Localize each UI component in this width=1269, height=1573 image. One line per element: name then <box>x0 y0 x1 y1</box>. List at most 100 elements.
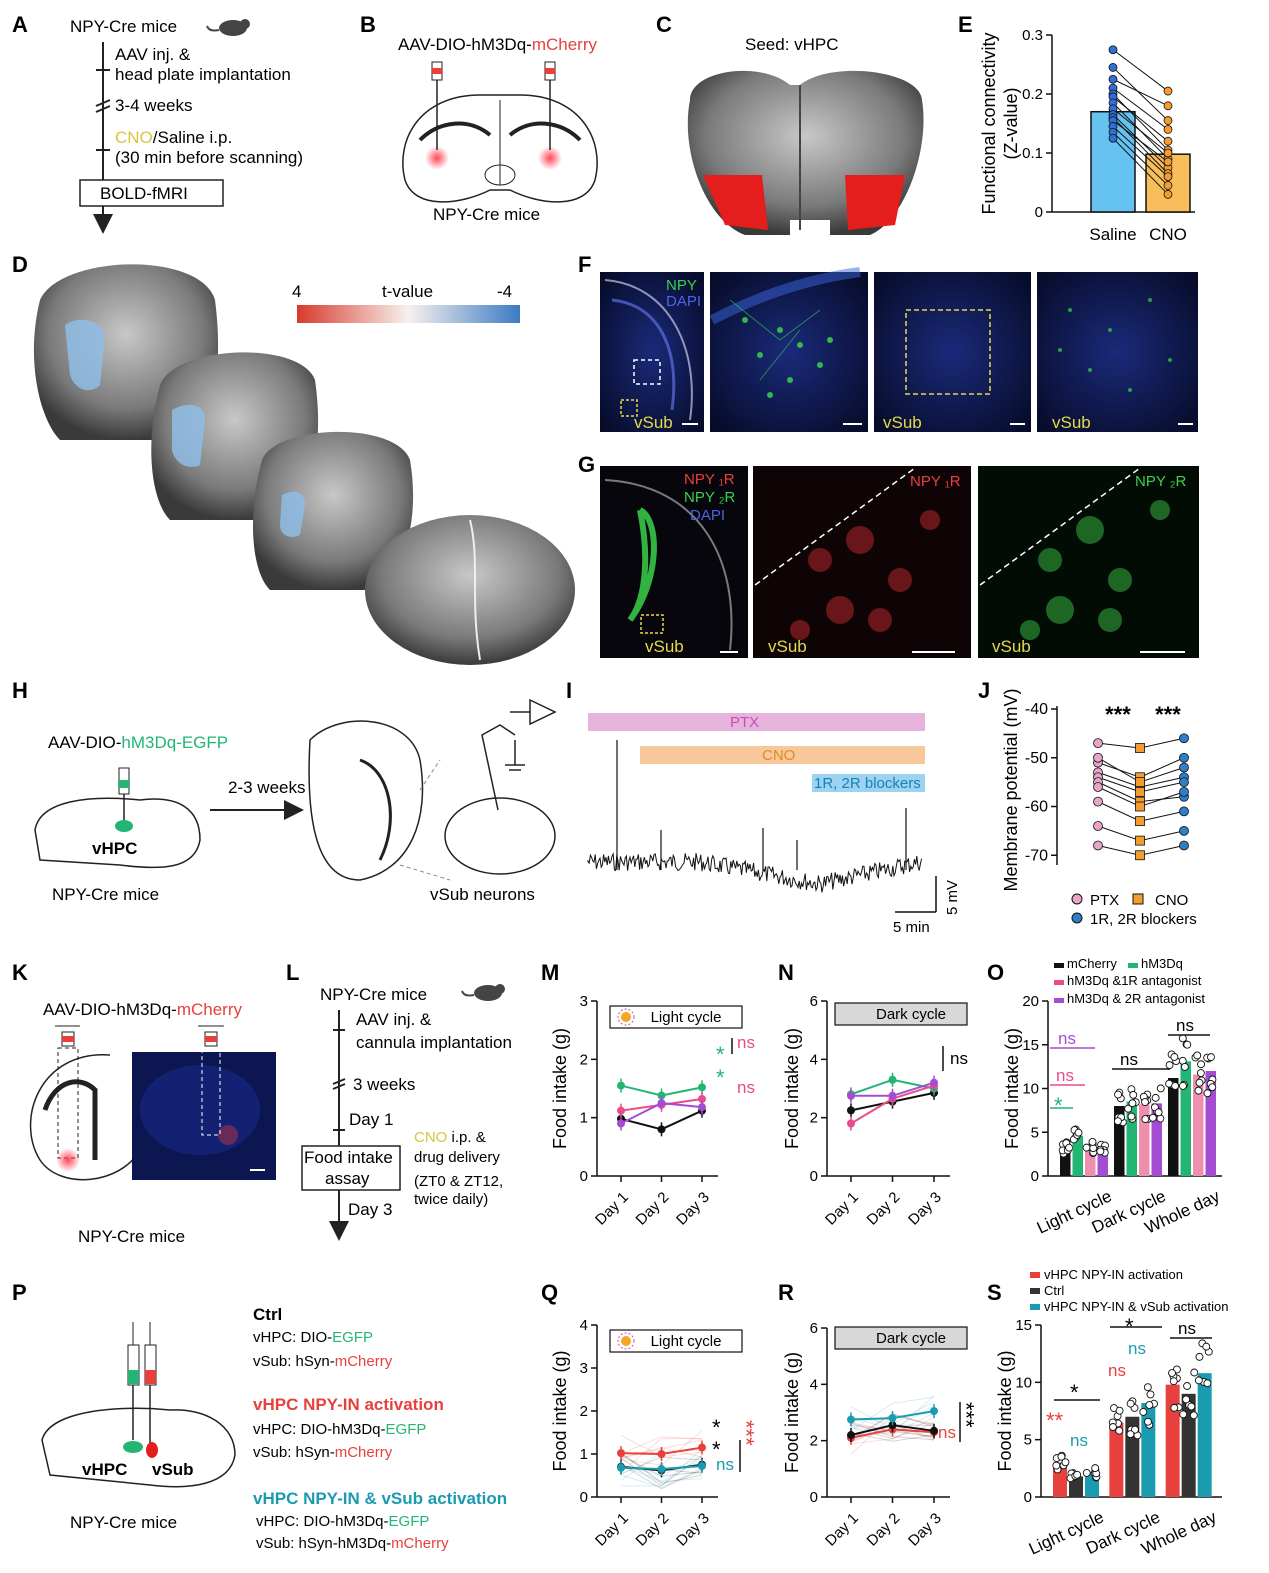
both-title: vHPC NPY-IN & vSub activation <box>253 1489 507 1508</box>
ptx-point <box>1093 738 1103 749</box>
scale-mv: 5 mV <box>944 880 961 915</box>
y-tick-label: 0.2 <box>1022 86 1043 103</box>
panel-letter-a: A <box>12 12 28 37</box>
weeks-label-h: 2-3 weeks <box>228 778 305 797</box>
cno-point <box>1135 777 1145 788</box>
panel-g: G NPY ₁R NPY ₂R DAPI vSub NPY ₁R vSub NP… <box>578 452 1199 658</box>
brain-rendering-c <box>687 70 924 235</box>
series-point <box>657 1099 666 1108</box>
x-tick-label: Day 3 <box>673 1189 713 1229</box>
micrograph-f4 <box>1037 272 1198 432</box>
x-tick-label: Day 3 <box>905 1510 945 1550</box>
panel-b: B AAV-DIO-hM3Dq-mCherry NPY-Cre mice <box>360 12 598 224</box>
scale-max: 4 <box>292 282 301 301</box>
cno-point <box>1135 835 1145 846</box>
x-tick-label: Day 1 <box>822 1510 862 1550</box>
data-point <box>1074 1128 1083 1137</box>
x-tick-label: Day 1 <box>822 1189 862 1229</box>
sig-label: ns <box>1070 1431 1088 1450</box>
individual-line <box>850 1417 935 1445</box>
bar <box>1141 1402 1156 1497</box>
data-point <box>1182 1395 1191 1404</box>
individual-line <box>620 1448 703 1487</box>
y-tick-label: 0 <box>1031 1168 1039 1185</box>
pair-line <box>1112 108 1169 154</box>
sig-label: * <box>1070 1380 1079 1405</box>
title-box <box>834 1326 968 1350</box>
series-point <box>698 1462 706 1471</box>
micrograph-f2 <box>710 272 868 432</box>
panel-letter-s: S <box>987 1280 1002 1305</box>
blocker-point <box>1179 777 1189 788</box>
sig-label: ns <box>1120 1050 1138 1069</box>
data-point <box>1127 1112 1136 1121</box>
series-point <box>698 1443 706 1452</box>
panel-letter-j: J <box>978 678 990 703</box>
y-tick-label: 0.3 <box>1022 27 1043 44</box>
cno-point <box>1135 816 1145 827</box>
legend-label: vHPC NPY-IN activation <box>1044 1267 1183 1282</box>
y-tick-label: 10 <box>1022 1081 1039 1098</box>
panel-q: Q 0 1 2 3 4 Food intake (g) Day 1 Day 2 Day 3 Lig… <box>541 1280 759 1550</box>
weeks-l: 3 weeks <box>353 1075 415 1094</box>
y-axis-label: Food intake (g) <box>1002 1028 1022 1149</box>
data-point <box>1073 1470 1082 1479</box>
ctrl-line2: vSub: hSyn-mCherry <box>253 1353 393 1370</box>
vsub-label-g2: vSub <box>768 637 807 656</box>
data-point <box>1194 1376 1203 1385</box>
pair-line <box>1112 126 1169 177</box>
y-tick-label: 2 <box>580 1051 588 1068</box>
sig-label: *** <box>734 1420 759 1446</box>
mice-label-b: NPY-Cre mice <box>433 205 540 224</box>
individual-line <box>620 1465 703 1482</box>
sig-label: ** <box>1046 1408 1064 1433</box>
legend-label: 1R, 2R blockers <box>1090 911 1197 928</box>
pair-line <box>1112 78 1169 107</box>
data-point <box>1195 1078 1204 1087</box>
data-point <box>1187 1402 1196 1411</box>
series-point <box>847 1091 855 1100</box>
legend-swatch <box>1054 998 1064 1003</box>
cno-point <box>1163 148 1173 158</box>
panel-letter-b: B <box>360 12 376 37</box>
chart-title: Dark cycle <box>876 1330 946 1347</box>
series-point <box>657 1465 666 1474</box>
recorded-neuron-circle <box>444 797 556 875</box>
data-point <box>1126 1430 1135 1439</box>
individual-line <box>850 1422 935 1441</box>
series-point <box>617 1106 625 1115</box>
sig-label: * <box>716 1042 725 1067</box>
syringes-p <box>127 1322 157 1445</box>
data-point <box>1128 1099 1137 1108</box>
data-point <box>1183 1040 1192 1049</box>
data-point <box>1178 1081 1187 1090</box>
saline-point <box>1108 63 1118 72</box>
syringe-left <box>431 61 443 150</box>
title-box <box>834 1002 968 1026</box>
r1-label-g2: NPY ₁R <box>910 473 961 490</box>
pair-line <box>1112 131 1169 186</box>
legend-label: vHPC NPY-IN & vSub activation <box>1044 1299 1228 1314</box>
pair-line <box>1112 137 1169 195</box>
bar <box>1126 1101 1137 1176</box>
data-point <box>1065 1143 1074 1152</box>
vsub-label-g3: vSub <box>992 637 1031 656</box>
bar <box>1114 1106 1125 1176</box>
series-point <box>617 1449 625 1458</box>
mice-label-h: NPY-Cre mice <box>52 885 159 904</box>
x-tick-label: Day 3 <box>673 1510 713 1550</box>
day1-l: Day 1 <box>349 1110 393 1129</box>
sig-label: *** <box>1105 702 1131 727</box>
x-tick-label: Day 2 <box>633 1510 673 1550</box>
sig-label: ns <box>1108 1361 1126 1380</box>
chart-q: 0 1 2 3 4 Food intake (g) Day 1 Day 2 Day 3 Light… <box>550 1317 759 1550</box>
mice-label-l: NPY-Cre mice <box>320 985 427 1004</box>
data-point <box>1194 1086 1203 1095</box>
y-tick-label: 4 <box>580 1317 588 1334</box>
box2-l: assay <box>325 1169 370 1188</box>
step1b: head plate implantation <box>115 65 291 84</box>
virus-label-k: AAV-DIO-hM3Dq-mCherry <box>43 1000 242 1019</box>
brain-section-diagram <box>402 61 598 203</box>
bar <box>1097 1149 1108 1176</box>
data-point <box>1109 1423 1117 1431</box>
